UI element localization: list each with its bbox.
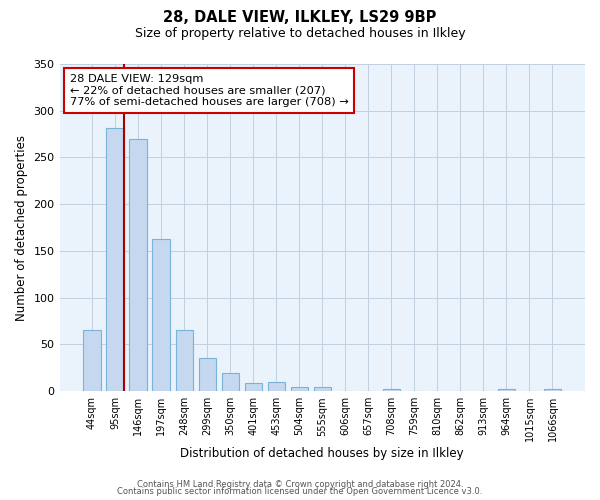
Bar — [383, 390, 400, 391]
Bar — [83, 330, 101, 391]
Bar — [199, 358, 216, 391]
Bar — [176, 330, 193, 391]
Text: 28, DALE VIEW, ILKLEY, LS29 9BP: 28, DALE VIEW, ILKLEY, LS29 9BP — [163, 10, 437, 25]
X-axis label: Distribution of detached houses by size in Ilkley: Distribution of detached houses by size … — [181, 447, 464, 460]
Bar — [314, 388, 331, 391]
Bar — [290, 386, 308, 391]
Bar — [152, 239, 170, 391]
Text: Size of property relative to detached houses in Ilkley: Size of property relative to detached ho… — [134, 28, 466, 40]
Bar — [130, 139, 147, 391]
Text: Contains public sector information licensed under the Open Government Licence v3: Contains public sector information licen… — [118, 487, 482, 496]
Bar — [106, 128, 124, 391]
Text: Contains HM Land Registry data © Crown copyright and database right 2024.: Contains HM Land Registry data © Crown c… — [137, 480, 463, 489]
Bar — [221, 372, 239, 391]
Text: 28 DALE VIEW: 129sqm
← 22% of detached houses are smaller (207)
77% of semi-deta: 28 DALE VIEW: 129sqm ← 22% of detached h… — [70, 74, 349, 107]
Bar — [268, 382, 285, 391]
Bar — [245, 383, 262, 391]
Bar — [544, 390, 561, 391]
Bar — [498, 390, 515, 391]
Y-axis label: Number of detached properties: Number of detached properties — [15, 134, 28, 320]
